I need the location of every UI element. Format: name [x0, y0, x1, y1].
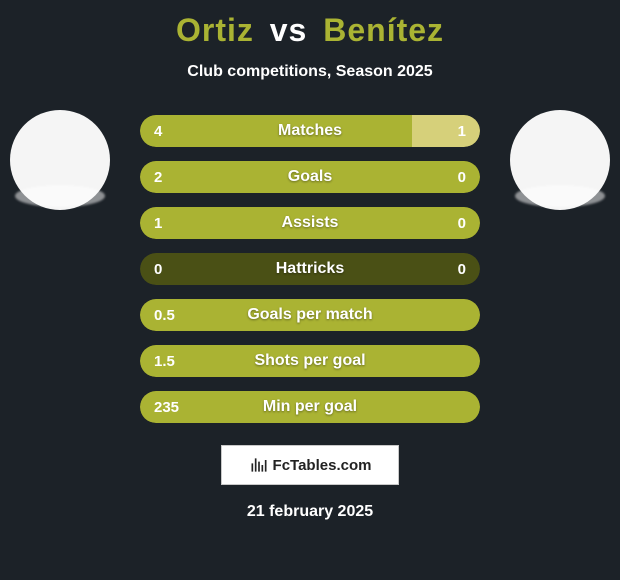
stat-label: Assists — [282, 214, 339, 232]
footer-site-name: FcTables.com — [273, 457, 372, 474]
stat-row: 0.5 Goals per match — [140, 299, 480, 331]
vs-label: vs — [270, 12, 308, 48]
stat-row: 1 0 Assists — [140, 207, 480, 239]
stat-value-left: 1 — [154, 215, 162, 232]
stat-bar-right — [412, 115, 480, 147]
stat-row: 0 0 Hattricks — [140, 253, 480, 285]
stat-value-right: 0 — [458, 261, 466, 278]
player1-name: Ortiz — [176, 12, 254, 48]
stat-label: Goals per match — [247, 306, 372, 324]
stat-value-left: 0.5 — [154, 307, 175, 324]
footer-logo: FcTables.com — [221, 445, 399, 485]
stat-label: Goals — [288, 168, 332, 186]
stat-value-left: 4 — [154, 123, 162, 140]
stat-label: Shots per goal — [254, 352, 365, 370]
page-title: Ortiz vs Benítez — [0, 0, 620, 49]
stat-label: Hattricks — [276, 260, 344, 278]
stat-bars: 4 1 Matches 2 0 Goals 1 0 Assists 0 0 Hattricks 0.5 G… — [0, 115, 620, 423]
stat-bar-left — [140, 115, 412, 147]
subtitle: Club competitions, Season 2025 — [0, 63, 620, 81]
stat-label: Matches — [278, 122, 342, 140]
stat-value-right: 1 — [458, 123, 466, 140]
stat-value-left: 0 — [154, 261, 162, 278]
stat-row: 4 1 Matches — [140, 115, 480, 147]
stat-value-left: 2 — [154, 169, 162, 186]
stat-value-left: 235 — [154, 399, 179, 416]
stat-row: 235 Min per goal — [140, 391, 480, 423]
stat-row: 2 0 Goals — [140, 161, 480, 193]
stat-row: 1.5 Shots per goal — [140, 345, 480, 377]
stat-value-right: 0 — [458, 215, 466, 232]
stat-value-left: 1.5 — [154, 353, 175, 370]
stat-value-right: 0 — [458, 169, 466, 186]
footer-date: 21 february 2025 — [0, 503, 620, 521]
chart-icon — [249, 455, 269, 475]
stat-label: Min per goal — [263, 398, 357, 416]
player2-name: Benítez — [323, 12, 444, 48]
